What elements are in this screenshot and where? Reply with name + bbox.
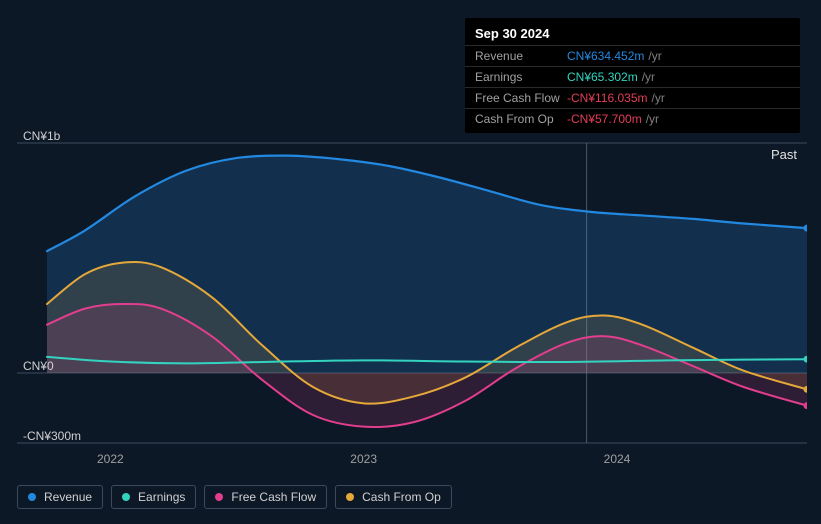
tooltip-row: RevenueCN¥634.452m/yr [465, 45, 800, 66]
tooltip-row-label: Earnings [475, 70, 567, 84]
tooltip-row-label: Cash From Op [475, 112, 567, 126]
tooltip-row-unit: /yr [651, 91, 664, 105]
tooltip-row-unit: /yr [646, 112, 659, 126]
tooltip-row-unit: /yr [648, 49, 661, 63]
y-axis-label: -CN¥300m [23, 429, 81, 443]
legend-label: Revenue [44, 490, 92, 504]
y-axis-label: CN¥0 [23, 359, 54, 373]
tooltip-row-value: -CN¥57.700m [567, 112, 642, 126]
legend-item-cash-from-op[interactable]: Cash From Op [335, 485, 452, 509]
legend-item-earnings[interactable]: Earnings [111, 485, 196, 509]
tooltip-row-label: Free Cash Flow [475, 91, 567, 105]
legend-item-revenue[interactable]: Revenue [17, 485, 103, 509]
tooltip-row-label: Revenue [475, 49, 567, 63]
x-axis-label: 2023 [350, 452, 377, 466]
tooltip-row-value: CN¥65.302m [567, 70, 638, 84]
legend-dot-icon [122, 493, 130, 501]
tooltip-row: Free Cash Flow-CN¥116.035m/yr [465, 87, 800, 108]
tooltip-row-value: -CN¥116.035m [567, 91, 647, 105]
past-region-label: Past [771, 147, 797, 162]
tooltip-panel: Sep 30 2024 RevenueCN¥634.452m/yrEarning… [465, 18, 800, 133]
legend-dot-icon [215, 493, 223, 501]
chart-svg [17, 125, 807, 470]
x-axis-label: 2024 [604, 452, 631, 466]
financials-chart: CN¥1b CN¥0 -CN¥300m 2022 2023 2024 Past [17, 125, 807, 470]
x-axis-label: 2022 [97, 452, 124, 466]
tooltip-row-unit: /yr [642, 70, 655, 84]
tooltip-row-value: CN¥634.452m [567, 49, 644, 63]
y-axis-label: CN¥1b [23, 129, 60, 143]
tooltip-row: EarningsCN¥65.302m/yr [465, 66, 800, 87]
chart-legend: Revenue Earnings Free Cash Flow Cash From O… [17, 485, 452, 509]
legend-label: Cash From Op [362, 490, 441, 504]
legend-dot-icon [346, 493, 354, 501]
legend-label: Earnings [138, 490, 185, 504]
legend-item-free-cash-flow[interactable]: Free Cash Flow [204, 485, 327, 509]
tooltip-date: Sep 30 2024 [465, 22, 800, 45]
legend-dot-icon [28, 493, 36, 501]
legend-label: Free Cash Flow [231, 490, 316, 504]
